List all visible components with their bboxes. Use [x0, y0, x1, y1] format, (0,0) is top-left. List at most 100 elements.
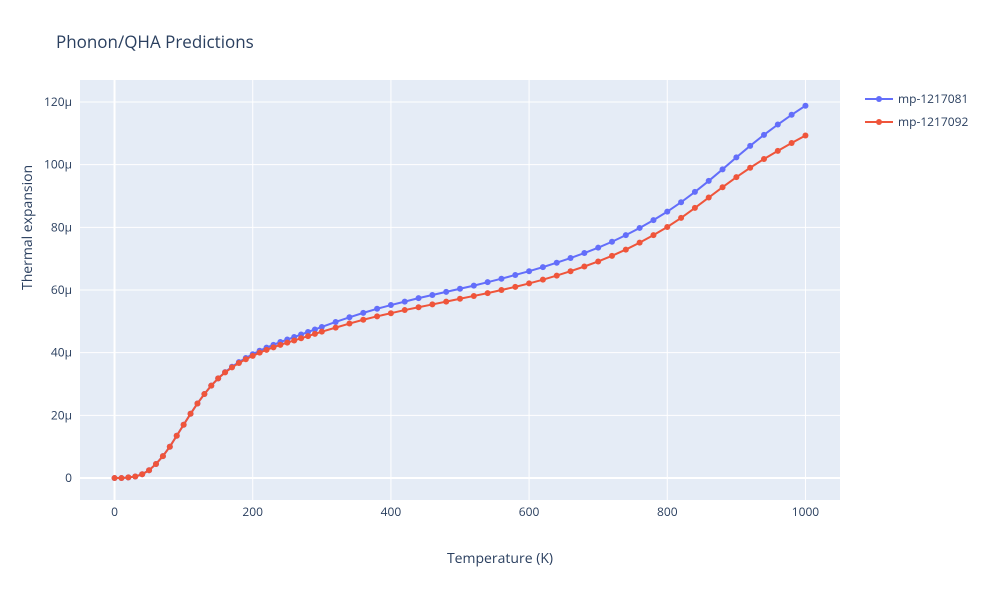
legend-item-1[interactable]: mp-1217092 — [865, 113, 968, 130]
series-marker[interactable] — [291, 337, 297, 343]
series-marker[interactable] — [623, 232, 629, 238]
series-marker[interactable] — [623, 247, 629, 253]
series-marker[interactable] — [277, 342, 283, 348]
series-marker[interactable] — [250, 353, 256, 359]
series-marker[interactable] — [188, 411, 194, 417]
series-marker[interactable] — [243, 356, 249, 362]
series-marker[interactable] — [512, 284, 518, 290]
series-marker[interactable] — [706, 195, 712, 201]
series-marker[interactable] — [388, 310, 394, 316]
series-marker[interactable] — [789, 140, 795, 146]
series-marker[interactable] — [402, 299, 408, 305]
series-marker[interactable] — [498, 287, 504, 293]
series-marker[interactable] — [208, 383, 214, 389]
series-marker[interactable] — [554, 260, 560, 266]
series-marker[interactable] — [388, 302, 394, 308]
series-marker[interactable] — [775, 148, 781, 154]
series-marker[interactable] — [360, 317, 366, 323]
series-marker[interactable] — [595, 245, 601, 251]
series-marker[interactable] — [174, 433, 180, 439]
series-marker[interactable] — [222, 369, 228, 375]
series-marker[interactable] — [526, 280, 532, 286]
series-marker[interactable] — [118, 475, 124, 481]
series-marker[interactable] — [346, 314, 352, 320]
series-marker[interactable] — [568, 268, 574, 274]
series-marker[interactable] — [471, 283, 477, 289]
series-marker[interactable] — [802, 103, 808, 109]
series-marker[interactable] — [333, 319, 339, 325]
series-marker[interactable] — [132, 473, 138, 479]
series-marker[interactable] — [284, 340, 290, 346]
series-marker[interactable] — [720, 184, 726, 190]
series-marker[interactable] — [720, 166, 726, 172]
series-marker[interactable] — [637, 240, 643, 246]
series-marker[interactable] — [125, 474, 131, 480]
series-marker[interactable] — [146, 467, 152, 473]
series-marker[interactable] — [402, 307, 408, 313]
series-marker[interactable] — [692, 205, 698, 211]
series-marker[interactable] — [270, 344, 276, 350]
series-marker[interactable] — [298, 335, 304, 341]
series-marker[interactable] — [333, 325, 339, 331]
series-marker[interactable] — [498, 276, 504, 282]
series-marker[interactable] — [609, 253, 615, 259]
series-marker[interactable] — [485, 279, 491, 285]
series-marker[interactable] — [457, 286, 463, 292]
series-marker[interactable] — [540, 277, 546, 283]
series-marker[interactable] — [153, 461, 159, 467]
series-marker[interactable] — [305, 333, 311, 339]
series-marker[interactable] — [692, 189, 698, 195]
series-marker[interactable] — [802, 132, 808, 138]
series-marker[interactable] — [319, 329, 325, 335]
series-marker[interactable] — [236, 360, 242, 366]
series-marker[interactable] — [257, 350, 263, 356]
series-marker[interactable] — [201, 391, 207, 397]
series-marker[interactable] — [194, 400, 200, 406]
plot-area[interactable]: 02004006008001000 020μ40μ60μ80μ100μ120μ — [80, 80, 840, 500]
series-marker[interactable] — [747, 143, 753, 149]
series-marker[interactable] — [471, 293, 477, 299]
series-marker[interactable] — [595, 258, 601, 264]
series-marker[interactable] — [215, 375, 221, 381]
series-marker[interactable] — [706, 178, 712, 184]
series-marker[interactable] — [457, 296, 463, 302]
series-marker[interactable] — [485, 290, 491, 296]
series-marker[interactable] — [609, 239, 615, 245]
series-marker[interactable] — [678, 199, 684, 205]
series-marker[interactable] — [775, 122, 781, 128]
series-marker[interactable] — [312, 331, 318, 337]
series-marker[interactable] — [678, 215, 684, 221]
series-marker[interactable] — [747, 165, 753, 171]
series-marker[interactable] — [160, 453, 166, 459]
legend-item-0[interactable]: mp-1217081 — [865, 90, 968, 107]
series-marker[interactable] — [554, 273, 560, 279]
series-marker[interactable] — [443, 299, 449, 305]
series-marker[interactable] — [139, 471, 145, 477]
series-marker[interactable] — [512, 272, 518, 278]
series-marker[interactable] — [789, 112, 795, 118]
series-marker[interactable] — [264, 347, 270, 353]
series-marker[interactable] — [540, 264, 546, 270]
series-marker[interactable] — [526, 268, 532, 274]
series-marker[interactable] — [374, 313, 380, 319]
series-marker[interactable] — [112, 475, 118, 481]
series-marker[interactable] — [429, 301, 435, 307]
series-marker[interactable] — [181, 422, 187, 428]
series-marker[interactable] — [374, 306, 380, 312]
series-marker[interactable] — [167, 444, 173, 450]
series-marker[interactable] — [416, 295, 422, 301]
series-marker[interactable] — [443, 289, 449, 295]
series-marker[interactable] — [637, 225, 643, 231]
series-marker[interactable] — [733, 174, 739, 180]
series-marker[interactable] — [761, 132, 767, 138]
series-marker[interactable] — [650, 232, 656, 238]
series-marker[interactable] — [581, 263, 587, 269]
series-marker[interactable] — [664, 209, 670, 215]
series-marker[interactable] — [581, 250, 587, 256]
series-marker[interactable] — [650, 217, 656, 223]
series-marker[interactable] — [733, 154, 739, 160]
series-marker[interactable] — [346, 321, 352, 327]
series-marker[interactable] — [416, 304, 422, 310]
series-marker[interactable] — [761, 156, 767, 162]
series-marker[interactable] — [568, 255, 574, 261]
